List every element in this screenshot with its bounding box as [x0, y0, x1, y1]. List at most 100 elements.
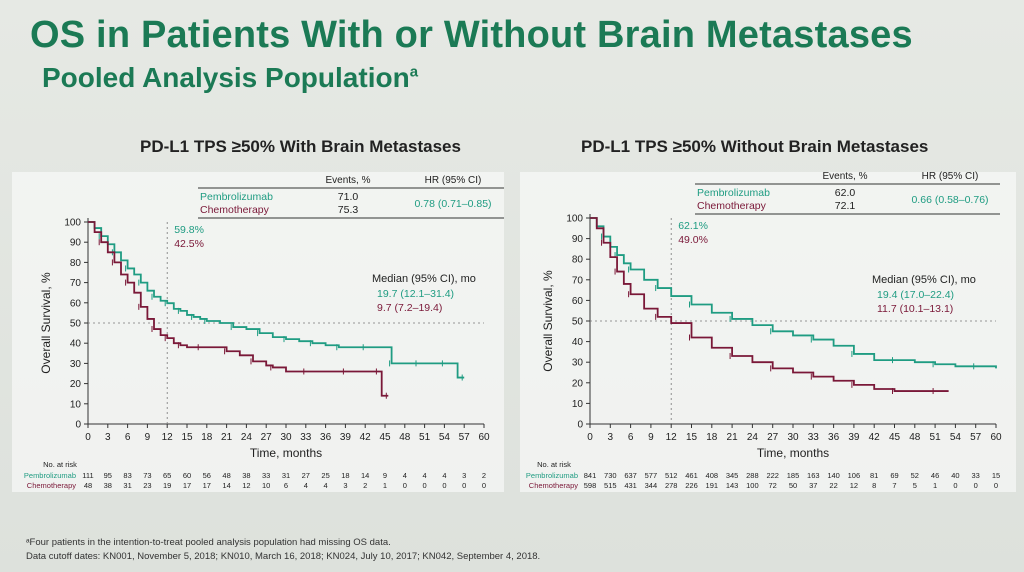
chart1-median-pembro: 19.7 (12.1–31.4): [377, 288, 454, 300]
chart2-x-tick-label: 3: [608, 432, 614, 443]
chart1-at-risk-pembro-value: 60: [183, 471, 191, 480]
chart2-at-risk-pembro-value: 163: [807, 471, 820, 480]
right-chart-title: PD-L1 TPS ≥50% Without Brain Metastases: [581, 137, 929, 156]
chart2-x-tick-label: 6: [628, 432, 634, 443]
chart2-x-tick-label: 45: [889, 432, 901, 443]
chart2-table-header-events: Events, %: [822, 171, 867, 182]
chart2-at-risk-chemo-value: 0: [974, 481, 978, 490]
chart1-x-tick-label: 51: [419, 432, 431, 443]
chart1-y-axis-label: Overall Survival, %: [39, 272, 53, 374]
chart1-at-risk-pembro-value: 95: [104, 471, 112, 480]
footnote-cutoff-dates: Data cutoff dates: KN001, November 5, 20…: [26, 551, 541, 562]
chart1-x-tick-label: 30: [280, 432, 292, 443]
chart1-x-tick-label: 45: [379, 432, 391, 443]
chart2-at-risk-chemo-value: 598: [584, 481, 597, 490]
chart1-x-tick-label: 27: [261, 432, 273, 443]
chart1-x-tick-label: 9: [145, 432, 151, 443]
chart1-x-tick-label: 33: [300, 432, 312, 443]
chart2-at-risk-pembro-value: 46: [931, 471, 939, 480]
chart2-at-risk-chemo-value: 226: [685, 481, 698, 490]
chart1-at-risk-pembro-value: 4: [423, 471, 427, 480]
chart2-at-risk-chemo-value: 100: [746, 481, 759, 490]
chart1-at-risk-chemo-value: 0: [482, 481, 486, 490]
chart1-at-risk-pembro-value: 83: [123, 471, 131, 480]
chart2-at-risk-pembro-value: 345: [726, 471, 739, 480]
chart1-x-axis-label: Time, months: [250, 446, 322, 460]
chart1-table-row-events: 75.3: [338, 204, 359, 216]
chart2-at-risk-pembro-value: 185: [787, 471, 800, 480]
chart1-x-tick-label: 36: [320, 432, 332, 443]
chart2-at-risk-pembro-value: 81: [870, 471, 878, 480]
chart1-y-tick-label: 70: [70, 278, 82, 289]
chart1-at-risk-pembro-value: 25: [321, 471, 329, 480]
chart1-x-tick-label: 12: [162, 432, 174, 443]
chart2-landmark-chemo: 49.0%: [678, 234, 708, 246]
chart1-at-risk-chemo-value: 12: [242, 481, 250, 490]
chart2-x-tick-label: 24: [747, 432, 759, 443]
chart1-at-risk-chemo-value: 48: [84, 481, 92, 490]
slide-subtitle: Pooled Analysis Populationa: [42, 62, 418, 94]
chart1-landmark-chemo: 42.5%: [174, 238, 204, 250]
chart2-median-chemo: 11.7 (10.1–13.1): [877, 303, 953, 315]
chart1-at-risk-chemo-value: 17: [203, 481, 211, 490]
chart2-x-tick-label: 33: [808, 432, 820, 443]
chart1-at-risk-pembro-value: 48: [222, 471, 230, 480]
chart1-at-risk-chemo-value: 0: [462, 481, 466, 490]
chart1-y-tick-label: 30: [70, 359, 82, 370]
chart1-table-row-name: Pembrolizumab: [200, 191, 273, 203]
chart1-x-tick-label: 48: [399, 432, 411, 443]
chart2-at-risk-chemo-value: 1: [933, 481, 937, 490]
chart2-panel-bg: [520, 172, 1016, 492]
chart1-x-tick-label: 3: [105, 432, 111, 443]
chart1-at-risk-chemo-value: 0: [403, 481, 407, 490]
chart2-at-risk-chemo-value: 7: [892, 481, 896, 490]
chart2-y-axis-label: Overall Survival, %: [541, 270, 555, 372]
chart2-at-risk-chemo-value: 5: [913, 481, 917, 490]
chart1-at-risk-chemo-value: 3: [343, 481, 347, 490]
chart2-x-tick-label: 48: [909, 432, 921, 443]
slide-title: OS in Patients With or Without Brain Met…: [30, 14, 913, 56]
chart2-x-axis-label: Time, months: [757, 446, 829, 460]
chart2-series-chemotherapy-curve: [590, 217, 949, 392]
chart2-at-risk-pembro-value: 222: [766, 471, 779, 480]
chart2-at-risk-chemo-value: 0: [953, 481, 957, 490]
chart1-y-tick-label: 10: [70, 399, 82, 410]
chart1-at-risk-chemo-value: 10: [262, 481, 270, 490]
chart2-at-risk-pembro-value: 140: [827, 471, 840, 480]
chart1-x-tick-label: 60: [478, 432, 490, 443]
chart2-at-risk-pembro-value: 577: [645, 471, 658, 480]
chart1-at-risk-pembro-value: 18: [341, 471, 349, 480]
chart1-series-chemotherapy-curve: [88, 221, 389, 397]
chart2-at-risk-pembro-value: 730: [604, 471, 617, 480]
chart2-x-tick-label: 27: [767, 432, 779, 443]
chart1-at-risk-chemo-value: 23: [143, 481, 151, 490]
chart2-median-heading: Median (95% CI), mo: [872, 274, 976, 286]
chart1-at-risk-chemo-label: Chemotherapy: [27, 481, 76, 490]
chart1-x-tick-label: 18: [201, 432, 213, 443]
chart2-x-tick-label: 12: [666, 432, 678, 443]
chart1-landmark-pembro: 59.8%: [174, 224, 204, 236]
chart1-y-tick-label: 40: [70, 339, 82, 350]
chart1-series-pembrolizumab-curve: [88, 221, 465, 379]
chart2-at-risk-pembro-value: 40: [951, 471, 959, 480]
chart1-at-risk-chemo-value: 0: [442, 481, 446, 490]
chart2-median-pembro: 19.4 (17.0–22.4): [877, 289, 954, 301]
chart1-at-risk-chemo-value: 0: [423, 481, 427, 490]
chart2-y-tick-label: 50: [572, 317, 584, 328]
chart2-at-risk-chemo-value: 8: [872, 481, 876, 490]
chart1-x-tick-label: 0: [85, 432, 91, 443]
chart1-y-tick-label: 60: [70, 298, 82, 309]
chart1-at-risk-chemo-value: 1: [383, 481, 387, 490]
chart2-at-risk-chemo-label: Chemotherapy: [529, 481, 578, 490]
chart2-at-risk-pembro-value: 288: [746, 471, 759, 480]
chart1-at-risk-pembro-value: 4: [442, 471, 446, 480]
chart2-at-risk-chemo-value: 50: [789, 481, 797, 490]
chart2-x-tick-label: 60: [990, 432, 1002, 443]
chart2-at-risk-chemo-value: 12: [850, 481, 858, 490]
chart1-y-tick-label: 100: [64, 218, 81, 229]
chart2-at-risk-pembro-value: 512: [665, 471, 678, 480]
chart2-at-risk-chemo-value: 344: [645, 481, 658, 490]
chart2-at-risk-chemo-value: 431: [624, 481, 637, 490]
chart1-at-risk-pembro-value: 33: [262, 471, 270, 480]
